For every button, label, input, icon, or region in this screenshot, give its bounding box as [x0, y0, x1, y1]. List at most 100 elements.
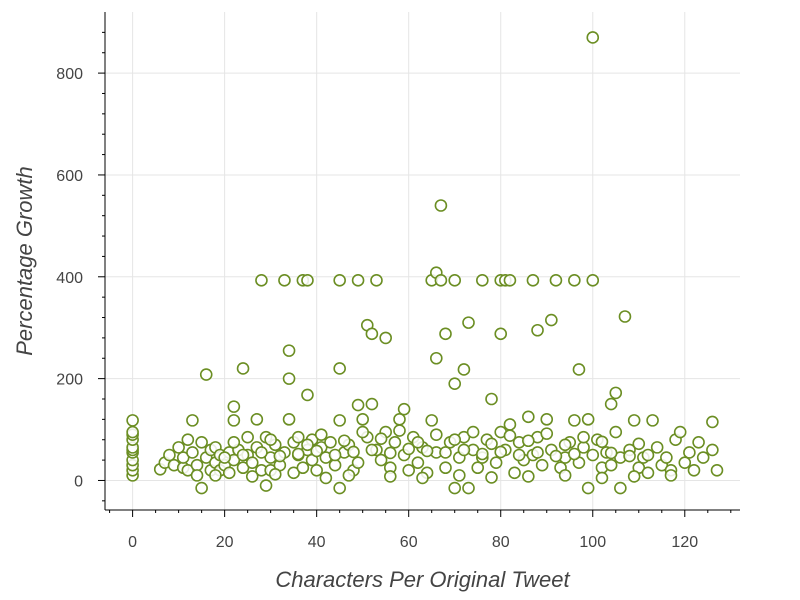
- data-point: [522, 434, 535, 448]
- data-point: [328, 448, 342, 462]
- data-point: [522, 470, 535, 483]
- data-point: [222, 466, 236, 480]
- data-point: [586, 448, 600, 462]
- data-point: [632, 437, 646, 451]
- data-point: [710, 463, 724, 477]
- data-point: [558, 469, 572, 482]
- data-point: [476, 447, 489, 461]
- y-tick-label: 0: [74, 473, 83, 490]
- data-point: [190, 469, 204, 482]
- data-point: [227, 414, 241, 427]
- data-point: [678, 456, 692, 469]
- data-point: [402, 463, 415, 477]
- data-point: [291, 430, 305, 444]
- data-point: [218, 451, 231, 464]
- data-point: [439, 446, 452, 459]
- data-point: [558, 438, 572, 452]
- data-point: [531, 446, 544, 459]
- data-point: [301, 438, 314, 452]
- data-point: [278, 274, 291, 287]
- data-point: [696, 451, 710, 464]
- data-point: [692, 435, 705, 449]
- data-point: [333, 414, 346, 427]
- data-point: [586, 274, 600, 287]
- y-axis-title: Percentage Growth: [12, 166, 37, 356]
- x-tick-label: 120: [671, 534, 698, 551]
- data-point: [291, 447, 305, 461]
- data-point: [342, 469, 356, 482]
- data-point: [282, 413, 296, 426]
- data-point: [641, 448, 655, 462]
- data-point: [333, 274, 346, 287]
- data-point: [646, 414, 659, 427]
- data-point: [568, 447, 581, 461]
- data-point: [255, 446, 268, 459]
- x-tick-label: 60: [400, 534, 418, 551]
- x-tick-label: 20: [216, 534, 234, 551]
- data-point: [503, 274, 517, 287]
- data-point: [186, 446, 199, 459]
- x-tick-label: 100: [579, 534, 606, 551]
- data-point: [273, 449, 287, 463]
- data-point: [485, 471, 498, 484]
- data-point: [356, 413, 369, 426]
- data-point: [540, 413, 554, 426]
- data-point: [416, 471, 429, 485]
- data-point: [687, 463, 701, 477]
- data-point: [351, 456, 365, 469]
- data-point: [374, 453, 388, 467]
- data-point: [549, 274, 563, 287]
- data-point: [545, 313, 558, 327]
- data-point: [209, 469, 222, 482]
- data-point: [186, 414, 199, 427]
- y-tick-label: 800: [56, 66, 83, 83]
- data-point: [462, 316, 475, 329]
- data-point: [618, 310, 632, 323]
- data-point: [370, 274, 383, 287]
- data-point: [324, 435, 337, 449]
- data-point: [430, 351, 443, 365]
- data-point: [462, 481, 475, 495]
- data-point: [581, 413, 595, 426]
- data-point: [282, 372, 296, 385]
- data-point: [448, 481, 462, 495]
- data-point: [448, 377, 462, 391]
- data-point: [577, 430, 590, 444]
- data-point: [568, 274, 581, 287]
- data-point: [411, 456, 425, 469]
- data-point: [388, 435, 402, 449]
- data-point: [195, 481, 208, 495]
- plot-area: [105, 12, 740, 510]
- data-point: [236, 448, 250, 462]
- data-point: [126, 414, 139, 427]
- data-point: [172, 441, 185, 454]
- data-point: [494, 327, 508, 341]
- data-point: [457, 363, 471, 376]
- tick-labels: 0 20 40 60 80 100 120 0 200 400 600 800: [56, 66, 698, 551]
- data-point: [328, 458, 342, 472]
- data-point: [595, 471, 609, 485]
- data-point: [457, 443, 471, 457]
- data-point: [195, 435, 208, 449]
- data-point: [627, 470, 641, 483]
- data-point: [466, 425, 480, 439]
- data-point: [379, 331, 392, 345]
- data-point: [439, 327, 452, 341]
- data-point: [227, 435, 241, 449]
- data-point: [181, 433, 195, 447]
- data-point: [572, 363, 586, 376]
- grid: [105, 12, 740, 510]
- data-point: [540, 427, 554, 440]
- data-point: [485, 392, 498, 406]
- x-tick-label: 80: [492, 534, 510, 551]
- data-point: [489, 456, 503, 469]
- data-point: [126, 425, 139, 439]
- data-point: [627, 414, 641, 427]
- data-point: [604, 458, 618, 472]
- data-point: [351, 398, 365, 412]
- data-point: [439, 461, 452, 475]
- data-point: [250, 413, 264, 426]
- y-tick-label: 600: [56, 168, 83, 185]
- data-point: [448, 433, 462, 447]
- x-tick-label: 40: [308, 534, 326, 551]
